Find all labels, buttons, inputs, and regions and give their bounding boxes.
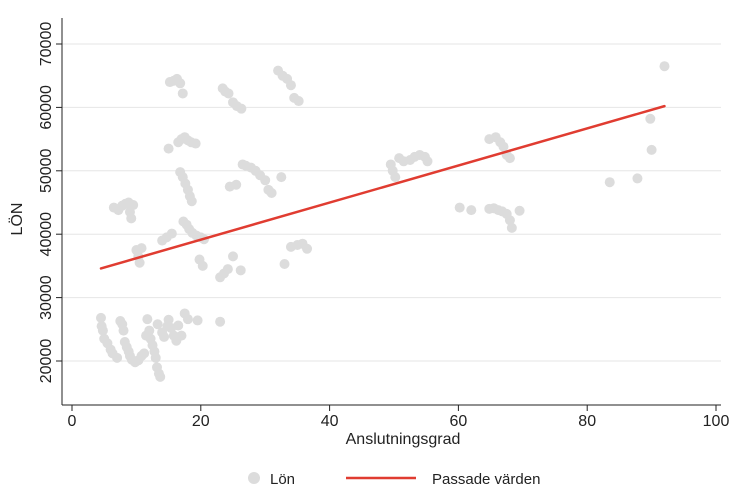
x-tick-label-3: 60 [450,413,468,430]
y-tick-label-1: 30000 [38,275,55,320]
scatter-point-26 [150,352,161,363]
scatter-point-113 [276,172,287,183]
y-tick-label-2: 40000 [38,212,55,257]
scatter-point-85 [197,260,208,271]
scatter-point-128 [422,156,433,167]
scatter-point-102 [260,175,271,186]
scatter-point-43 [215,316,226,327]
tick-labels: 20000 30000 40000 50000 60000 70000 0 20 40 60 80 1… [38,22,729,430]
scatter-point-136 [504,215,515,226]
scatter-point-50 [126,213,137,224]
scatter-point-137 [506,222,517,233]
scatter-point-138 [514,205,525,216]
scatter-point-41 [182,314,193,325]
scatter-point-130 [466,205,477,216]
scatter-point-118 [302,243,313,254]
scatter-point-2 [97,325,108,336]
grid-lines [62,43,721,362]
scatter-point-89 [228,251,238,262]
y-tick-label-4: 60000 [38,85,55,130]
scatter-point-42 [192,315,203,326]
legend-label-lon: Lön [270,471,295,487]
scatter-point-129 [454,202,465,213]
fit-line [99,104,666,270]
fit-line-layer [99,104,666,270]
scatter-point-121 [390,172,401,183]
scatter-point-93 [223,88,234,99]
scatter-point-114 [279,258,290,269]
x-tick-label-5: 100 [703,413,730,430]
scatter-point-144 [504,153,515,164]
scatter-point-147 [645,113,656,124]
scatter-points [95,61,670,382]
scatter-point-76 [186,196,197,207]
scatter-point-59 [163,143,174,154]
scatter-point-96 [236,103,247,114]
scatter-point-51 [128,200,139,211]
scatter-point-148 [646,144,657,155]
y-tick-label-0: 20000 [38,339,55,384]
scatter-point-34 [163,314,174,325]
legend-marker-lon [248,472,260,484]
scatter-point-146 [632,173,643,184]
x-tick-label-4: 80 [578,413,596,430]
x-axis-title: Anslutningsgrad [346,431,461,448]
scatter-point-90 [235,265,246,276]
scatter-point-110 [285,80,296,91]
scatter-point-145 [604,177,615,188]
scatter-point-21 [142,314,153,325]
scatter-point-32 [159,331,170,342]
legend-label-fit: Passade värden [432,471,540,487]
scatter-point-22 [144,325,155,336]
scatter-point-39 [176,330,187,341]
scatter-point-10 [118,325,129,336]
scatter-point-88 [222,264,233,275]
scatter-point-106 [231,179,242,190]
y-tick-label-3: 50000 [38,148,55,193]
scatter-point-64 [177,88,188,99]
x-tick-label-2: 40 [321,413,339,430]
scatter-point-54 [134,257,145,268]
y-tick-label-5: 70000 [38,22,55,67]
scatter-point-104 [266,187,277,198]
scatter-point-7 [112,352,123,363]
scatter-point-149 [659,61,670,72]
x-tick-label-1: 20 [192,413,210,430]
scatter-point-0 [95,312,106,323]
scatter-point-55 [136,243,147,254]
scatter-point-30 [152,319,163,330]
axes [56,18,721,411]
scatter-point-29 [155,371,166,382]
y-axis-title: LÖN [8,203,26,236]
scatter-point-142 [498,141,509,152]
scatter-point-70 [190,138,201,149]
x-tick-label-0: 0 [68,413,77,430]
scatter-point-19 [139,348,150,359]
scatter-point-38 [173,320,184,331]
scatter-point-58 [166,228,177,239]
legend: Lön Passade värden [248,471,540,487]
scatter-point-112 [293,96,304,107]
scatter-point-63 [175,78,186,89]
